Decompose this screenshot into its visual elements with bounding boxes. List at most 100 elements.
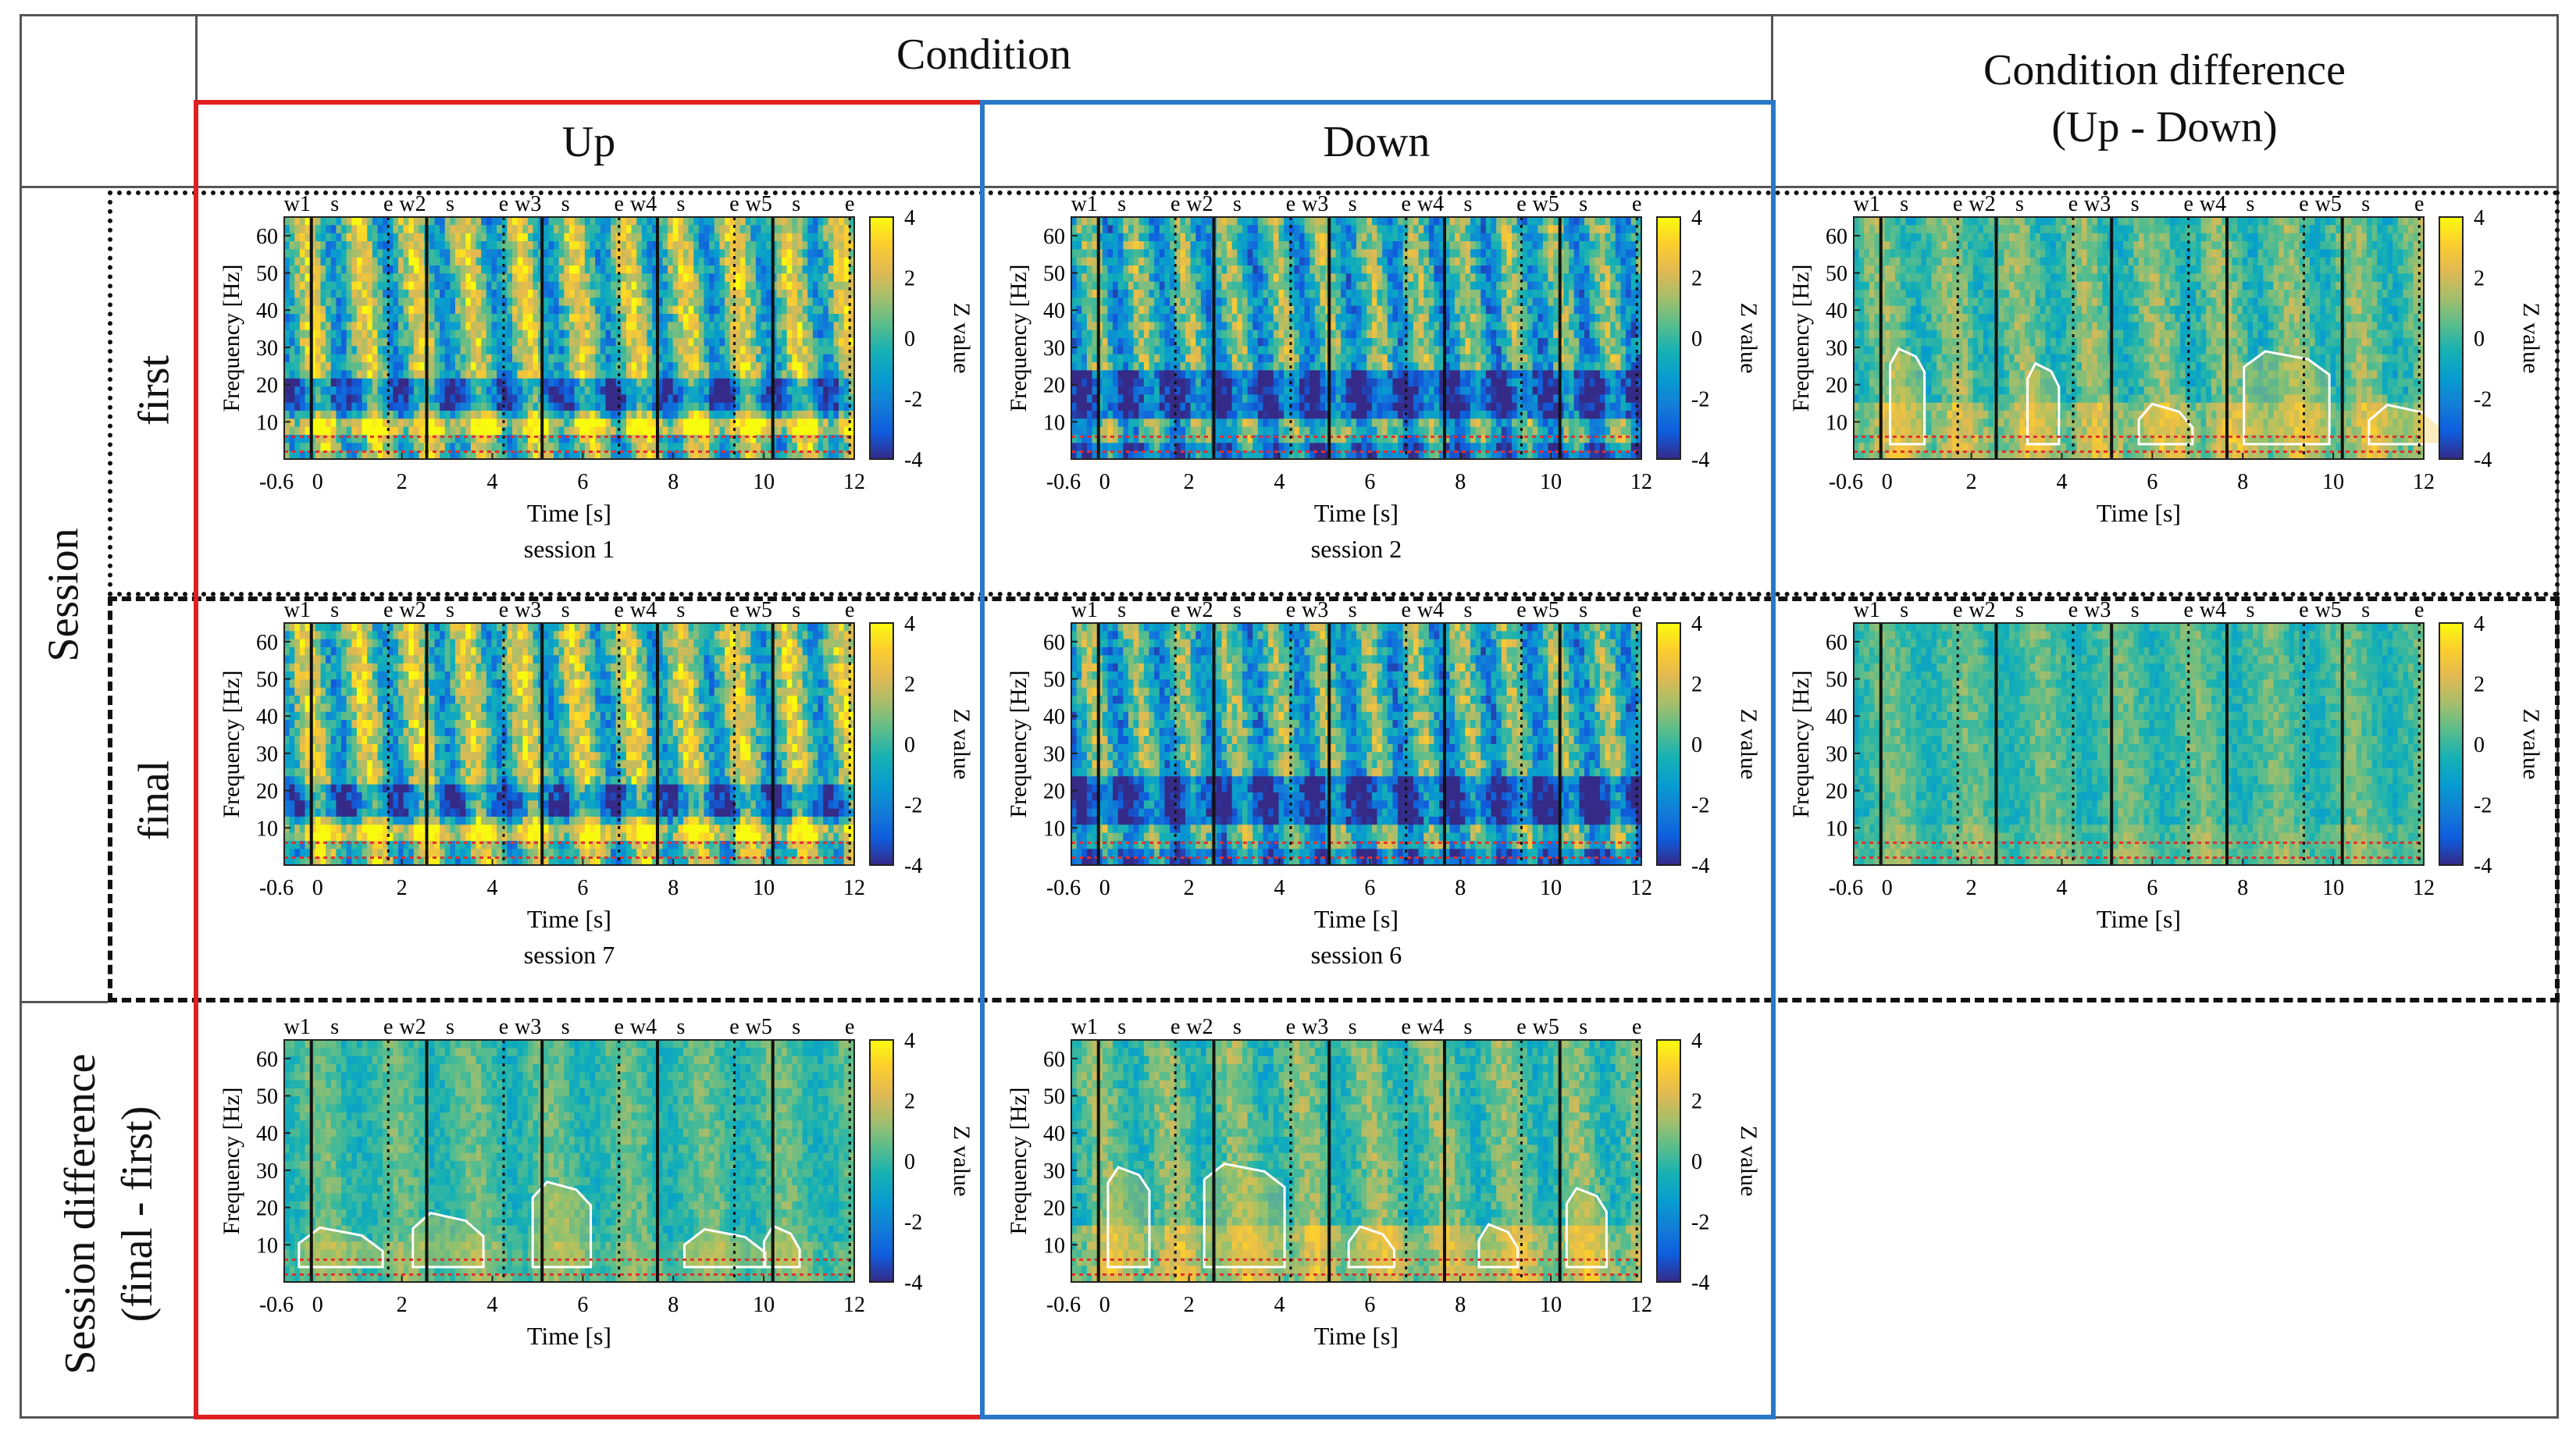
heatmap-cell xyxy=(387,394,394,404)
heatmap-cell xyxy=(1335,273,1341,283)
heatmap-cell xyxy=(1273,338,1279,347)
heatmap-cell xyxy=(843,265,850,274)
heatmap-cell xyxy=(1221,394,1227,404)
heatmap-cell xyxy=(554,241,560,250)
heatmap-cell xyxy=(1320,217,1326,226)
heatmap-cell xyxy=(657,394,663,404)
heatmap-cell xyxy=(326,329,332,339)
heatmap-cell xyxy=(647,305,653,315)
heatmap-cell xyxy=(408,314,415,322)
heatmap-cell xyxy=(1185,241,1192,250)
heatmap-cell xyxy=(725,386,731,395)
heatmap-cell xyxy=(1086,346,1093,355)
heatmap-cell xyxy=(383,418,389,428)
heatmap-cell xyxy=(413,329,420,339)
heatmap-cell xyxy=(812,305,819,315)
heatmap-cell xyxy=(336,443,342,452)
heatmap-cell xyxy=(543,290,549,298)
heatmap-cell xyxy=(362,386,368,395)
heatmap-cell xyxy=(776,378,782,387)
heatmap-cell xyxy=(1092,322,1098,331)
heatmap-cell xyxy=(326,435,332,443)
heatmap-cell xyxy=(1216,443,1222,452)
heatmap-cell xyxy=(1221,217,1227,226)
heatmap-cell xyxy=(1299,354,1306,363)
heatmap-cell xyxy=(807,225,814,234)
heatmap-cell xyxy=(1190,370,1196,379)
heatmap-cell xyxy=(693,443,700,452)
heatmap-cell xyxy=(1288,426,1295,436)
heatmap-cell xyxy=(346,394,352,404)
heatmap-cell xyxy=(444,443,451,452)
heatmap-cell xyxy=(569,281,575,290)
heatmap-cell xyxy=(440,386,446,395)
heatmap-cell xyxy=(786,346,793,355)
heatmap-cell xyxy=(336,297,342,307)
heatmap-cell xyxy=(341,362,347,371)
heatmap-cell xyxy=(372,329,378,339)
heatmap-cell xyxy=(1314,322,1321,331)
event-label: s xyxy=(446,194,454,216)
heatmap-cell xyxy=(326,314,332,322)
heatmap-cell xyxy=(1221,273,1227,283)
heatmap-cell xyxy=(590,394,596,404)
heatmap-cell xyxy=(849,290,855,298)
heatmap-cell xyxy=(626,426,632,436)
heatmap-cell xyxy=(1180,217,1186,226)
heatmap-cell xyxy=(812,281,819,290)
heatmap-cell xyxy=(1273,443,1279,452)
heatmap-cell xyxy=(377,225,383,234)
heatmap-cell xyxy=(1257,241,1264,250)
heatmap-cell xyxy=(491,273,497,283)
heatmap-cell xyxy=(1154,386,1160,395)
heatmap-cell xyxy=(823,362,829,371)
heatmap-cell xyxy=(486,297,492,307)
heatmap-cell xyxy=(605,241,611,250)
heatmap-cell xyxy=(1107,354,1113,363)
heatmap-cell xyxy=(403,411,409,419)
heatmap-cell xyxy=(527,257,534,266)
heatmap-cell xyxy=(1284,322,1290,331)
heatmap-cell xyxy=(1335,233,1341,242)
heatmap-cell xyxy=(833,217,839,226)
heatmap-cell xyxy=(320,338,326,347)
heatmap-cell xyxy=(1117,273,1124,283)
heatmap-cell xyxy=(419,443,425,452)
heatmap-cell xyxy=(657,435,663,443)
heatmap-cell xyxy=(590,362,596,371)
heatmap-cell xyxy=(761,411,767,419)
heatmap-cell xyxy=(626,402,632,411)
heatmap-cell xyxy=(600,322,606,331)
heatmap-cell xyxy=(455,314,461,322)
heatmap-cell xyxy=(843,297,850,307)
heatmap-cell xyxy=(440,281,446,290)
heatmap-cell xyxy=(299,273,306,283)
heatmap-cell xyxy=(725,443,731,452)
heatmap-cell xyxy=(330,443,337,452)
heatmap-cell xyxy=(362,370,368,379)
heatmap-cell xyxy=(1299,290,1306,298)
heatmap-cell xyxy=(683,346,689,355)
heatmap-cell xyxy=(657,225,663,234)
heatmap-cell xyxy=(1123,394,1129,404)
heatmap-cell xyxy=(1071,418,1078,428)
heatmap-cell xyxy=(1174,241,1181,250)
heatmap-cell xyxy=(367,354,373,363)
heatmap-cell xyxy=(362,225,368,234)
heatmap-cell xyxy=(812,225,819,234)
heatmap-cell xyxy=(1227,233,1233,242)
heatmap-cell xyxy=(683,378,689,387)
heatmap-cell xyxy=(1268,418,1274,428)
heatmap-cell xyxy=(1195,217,1202,226)
heatmap-cell xyxy=(383,443,389,452)
heatmap-cell xyxy=(839,354,845,363)
heatmap-cell xyxy=(1335,362,1341,371)
heatmap-cell xyxy=(440,411,446,419)
heatmap-cell xyxy=(631,241,637,250)
heatmap-cell xyxy=(750,386,757,395)
heatmap-cell xyxy=(657,249,663,258)
heatmap-cell xyxy=(652,402,658,411)
heatmap-cell xyxy=(1159,411,1165,419)
heatmap-cell xyxy=(299,435,306,443)
heatmap-cell xyxy=(729,257,736,266)
